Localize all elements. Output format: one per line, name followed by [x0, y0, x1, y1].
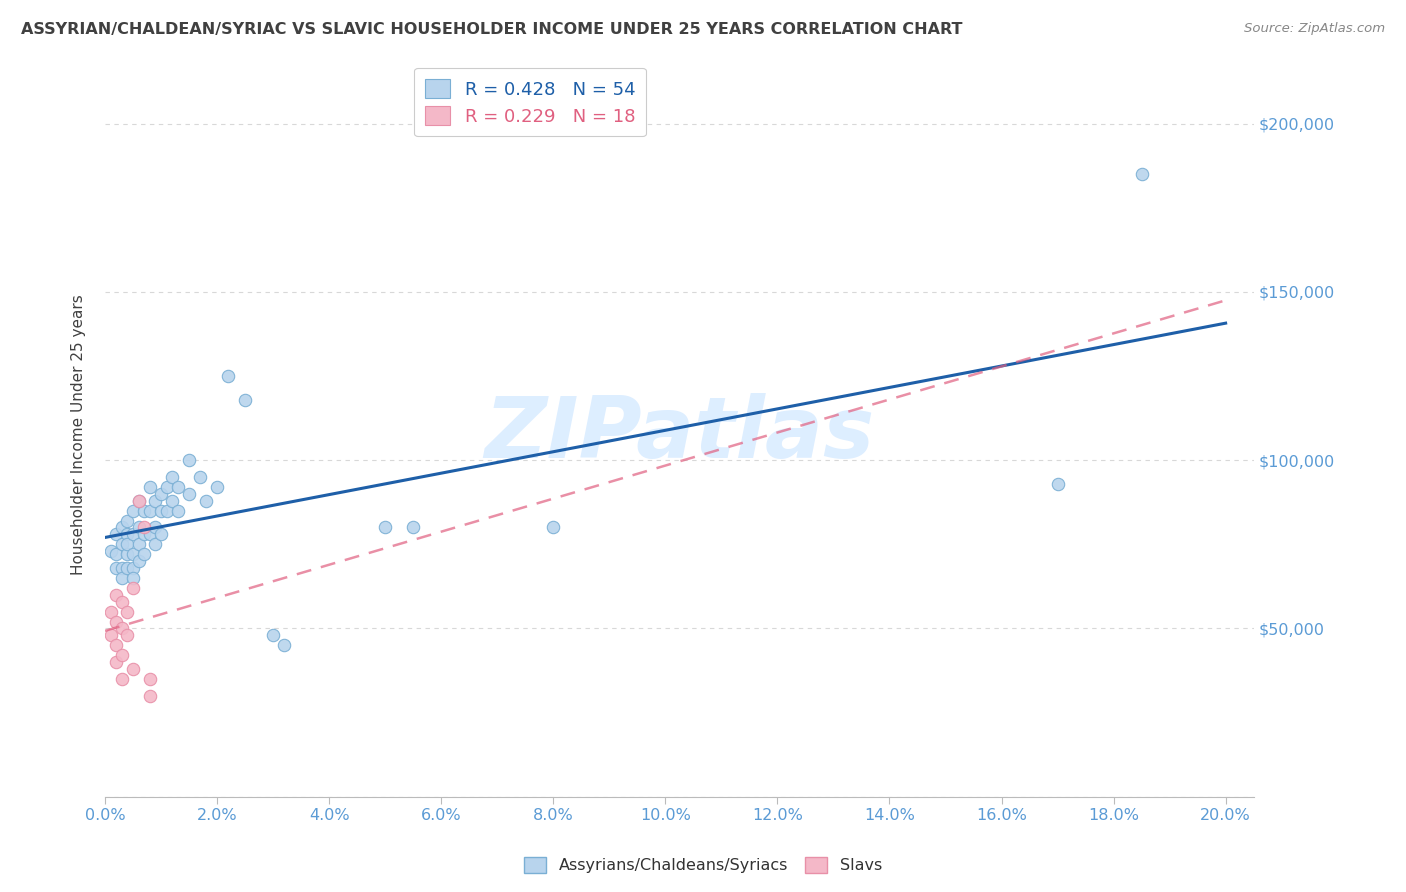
Point: [122, 503, 145, 517]
Point: [217, 369, 239, 384]
Point: [166, 480, 188, 494]
Text: ZIPatlas: ZIPatlas: [484, 393, 875, 476]
Point: [117, 548, 139, 562]
Point: [194, 493, 217, 508]
Point: [117, 628, 139, 642]
Point: [105, 615, 128, 629]
Point: [160, 470, 183, 484]
Point: [156, 480, 179, 494]
Point: [111, 622, 134, 636]
Y-axis label: Householder Income Under 25 years: Householder Income Under 25 years: [72, 294, 86, 575]
Point: [100, 628, 122, 642]
Point: [145, 493, 167, 508]
Point: [1046, 476, 1069, 491]
Point: [122, 662, 145, 676]
Point: [150, 487, 173, 501]
Point: [205, 480, 228, 494]
Point: [122, 561, 145, 575]
Point: [105, 548, 128, 562]
Point: [117, 527, 139, 541]
Point: [105, 638, 128, 652]
Point: [177, 453, 200, 467]
Point: [128, 554, 150, 568]
Point: [128, 493, 150, 508]
Point: [111, 648, 134, 663]
Point: [128, 537, 150, 551]
Point: [134, 503, 156, 517]
Point: [139, 527, 162, 541]
Point: [117, 561, 139, 575]
Point: [1130, 167, 1153, 181]
Point: [139, 503, 162, 517]
Point: [105, 527, 128, 541]
Point: [139, 480, 162, 494]
Point: [105, 655, 128, 669]
Point: [111, 672, 134, 686]
Point: [273, 638, 295, 652]
Point: [111, 520, 134, 534]
Point: [122, 581, 145, 595]
Point: [100, 544, 122, 558]
Text: ASSYRIAN/CHALDEAN/SYRIAC VS SLAVIC HOUSEHOLDER INCOME UNDER 25 YEARS CORRELATION: ASSYRIAN/CHALDEAN/SYRIAC VS SLAVIC HOUSE…: [21, 22, 963, 37]
Point: [105, 588, 128, 602]
Point: [541, 520, 564, 534]
Point: [150, 527, 173, 541]
Point: [188, 470, 211, 484]
Point: [117, 537, 139, 551]
Text: Source: ZipAtlas.com: Source: ZipAtlas.com: [1244, 22, 1385, 36]
Point: [100, 605, 122, 619]
Point: [128, 520, 150, 534]
Legend: R = 0.428   N = 54, R = 0.229   N = 18: R = 0.428 N = 54, R = 0.229 N = 18: [413, 68, 645, 136]
Point: [122, 548, 145, 562]
Point: [139, 672, 162, 686]
Point: [160, 493, 183, 508]
Point: [177, 487, 200, 501]
Point: [117, 514, 139, 528]
Point: [402, 520, 425, 534]
Point: [150, 503, 173, 517]
Point: [111, 594, 134, 608]
Point: [262, 628, 284, 642]
Point: [128, 493, 150, 508]
Point: [111, 571, 134, 585]
Point: [233, 392, 256, 407]
Point: [156, 503, 179, 517]
Point: [134, 520, 156, 534]
Legend: Assyrians/Chaldeans/Syriacs, Slavs: Assyrians/Chaldeans/Syriacs, Slavs: [517, 850, 889, 880]
Point: [111, 561, 134, 575]
Point: [166, 503, 188, 517]
Point: [145, 520, 167, 534]
Point: [134, 548, 156, 562]
Point: [122, 571, 145, 585]
Point: [105, 561, 128, 575]
Point: [374, 520, 396, 534]
Point: [111, 537, 134, 551]
Point: [134, 527, 156, 541]
Point: [122, 527, 145, 541]
Point: [145, 537, 167, 551]
Point: [117, 605, 139, 619]
Point: [139, 689, 162, 703]
